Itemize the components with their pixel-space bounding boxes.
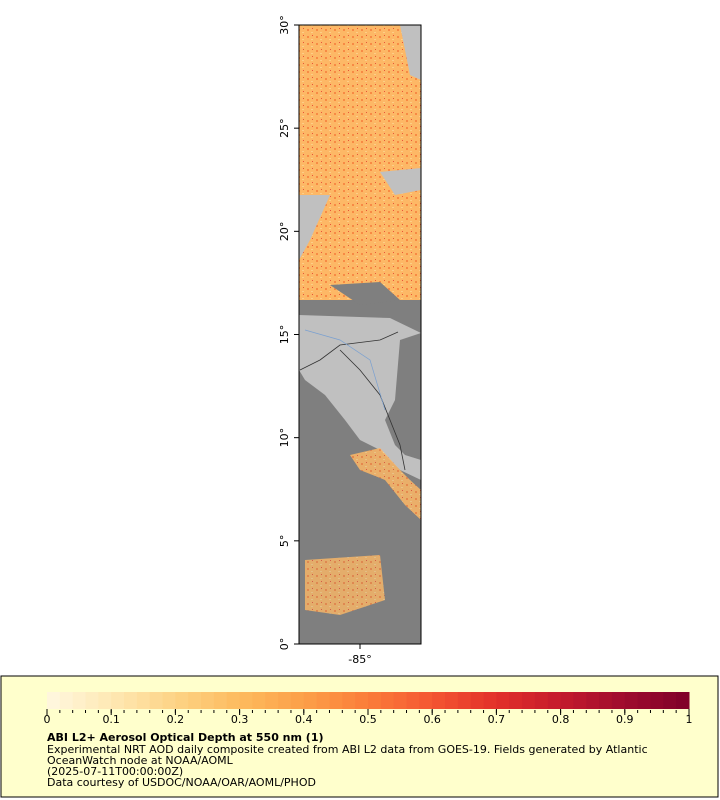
legend-line: OceanWatch node at NOAA/AOML xyxy=(47,754,234,767)
colorbar-swatch xyxy=(611,692,626,709)
colorbar-swatch xyxy=(175,692,189,709)
colorbar-swatch xyxy=(188,692,202,709)
colorbar-tick-label: 0.3 xyxy=(231,713,249,726)
colorbar-swatch xyxy=(432,692,446,709)
colorbar-swatch xyxy=(226,692,241,709)
colorbar-swatch xyxy=(573,692,587,709)
colorbar-swatch xyxy=(239,692,253,709)
legend-line: (2025-07-11T00:00:00Z) xyxy=(47,765,183,778)
colorbar-swatch xyxy=(380,692,395,709)
lon-tick-label: -85° xyxy=(348,653,371,666)
colorbar-swatch xyxy=(342,692,356,709)
colorbar-tick-label: 0.1 xyxy=(102,713,120,726)
colorbar-swatch xyxy=(547,692,562,709)
colorbar-swatch xyxy=(586,692,600,709)
colorbar-swatch xyxy=(419,692,433,709)
colorbar-tick-label: 0.5 xyxy=(359,713,377,726)
colorbar-swatch xyxy=(393,692,408,709)
colorbar-swatch xyxy=(201,692,215,709)
colorbar-swatch xyxy=(290,692,305,709)
colorbar-swatch xyxy=(252,692,266,709)
colorbar-swatch xyxy=(624,692,639,709)
colorbar-swatch xyxy=(111,692,125,709)
colorbar-tick-label: 0 xyxy=(44,713,51,726)
lat-tick-label: 15° xyxy=(278,325,291,345)
colorbar-swatch xyxy=(445,692,459,709)
colorbar-swatch xyxy=(599,692,613,709)
legend-title: ABI L2+ Aerosol Optical Depth at 550 nm … xyxy=(47,731,324,744)
lat-tick-label: 25° xyxy=(278,118,291,138)
map-area xyxy=(299,25,421,644)
colorbar-tick-label: 0.4 xyxy=(295,713,313,726)
lat-tick-label: 30° xyxy=(278,15,291,35)
colorbar-swatch xyxy=(560,692,574,709)
colorbar-swatch xyxy=(124,692,138,709)
colorbar-swatch xyxy=(213,692,228,709)
colorbar-tick-label: 0.8 xyxy=(552,713,570,726)
colorbar-swatch xyxy=(355,692,369,709)
lat-tick-label: 10° xyxy=(278,428,291,448)
colorbar-swatch xyxy=(329,692,343,709)
colorbar-swatch xyxy=(162,692,176,709)
colorbar-tick-label: 0.6 xyxy=(423,713,441,726)
colorbar-swatch xyxy=(663,692,677,709)
colorbar-swatch xyxy=(85,692,99,709)
colorbar-swatch xyxy=(406,692,420,709)
colorbar-tick-label: 1 xyxy=(686,713,693,726)
colorbar-swatch xyxy=(368,692,382,709)
colorbar-swatch xyxy=(522,692,536,709)
colorbar-tick-label: 0.9 xyxy=(616,713,634,726)
colorbar-swatch xyxy=(509,692,523,709)
colorbar-tick-label: 0.2 xyxy=(167,713,185,726)
colorbar-swatch xyxy=(637,692,651,709)
legend-line: Experimental NRT AOD daily composite cre… xyxy=(47,743,648,756)
colorbar-swatch xyxy=(483,692,497,709)
colorbar-swatch xyxy=(98,692,112,709)
colorbar-swatch xyxy=(265,692,279,709)
colorbar-swatch xyxy=(136,692,151,709)
colorbar-swatch xyxy=(47,692,61,709)
lat-tick-label: 20° xyxy=(278,222,291,242)
colorbar-swatch xyxy=(470,692,485,709)
colorbar-swatch xyxy=(496,692,510,709)
colorbar-swatch xyxy=(72,692,87,709)
colorbar-swatch xyxy=(650,692,664,709)
colorbar-swatch xyxy=(149,692,164,709)
lat-tick-label: 0° xyxy=(278,638,291,651)
colorbar-swatch xyxy=(457,692,472,709)
colorbar-swatch xyxy=(303,692,318,709)
colorbar-swatch xyxy=(278,692,292,709)
colorbar-swatch xyxy=(316,692,330,709)
colorbar-tick-label: 0.7 xyxy=(488,713,506,726)
colorbar-swatch xyxy=(59,692,74,709)
legend-line: Data courtesy of USDOC/NOAA/OAR/AOML/PHO… xyxy=(47,776,316,789)
colorbar-swatch xyxy=(534,692,549,709)
lat-tick-label: 5° xyxy=(278,535,291,548)
colorbar-swatch xyxy=(676,692,690,709)
